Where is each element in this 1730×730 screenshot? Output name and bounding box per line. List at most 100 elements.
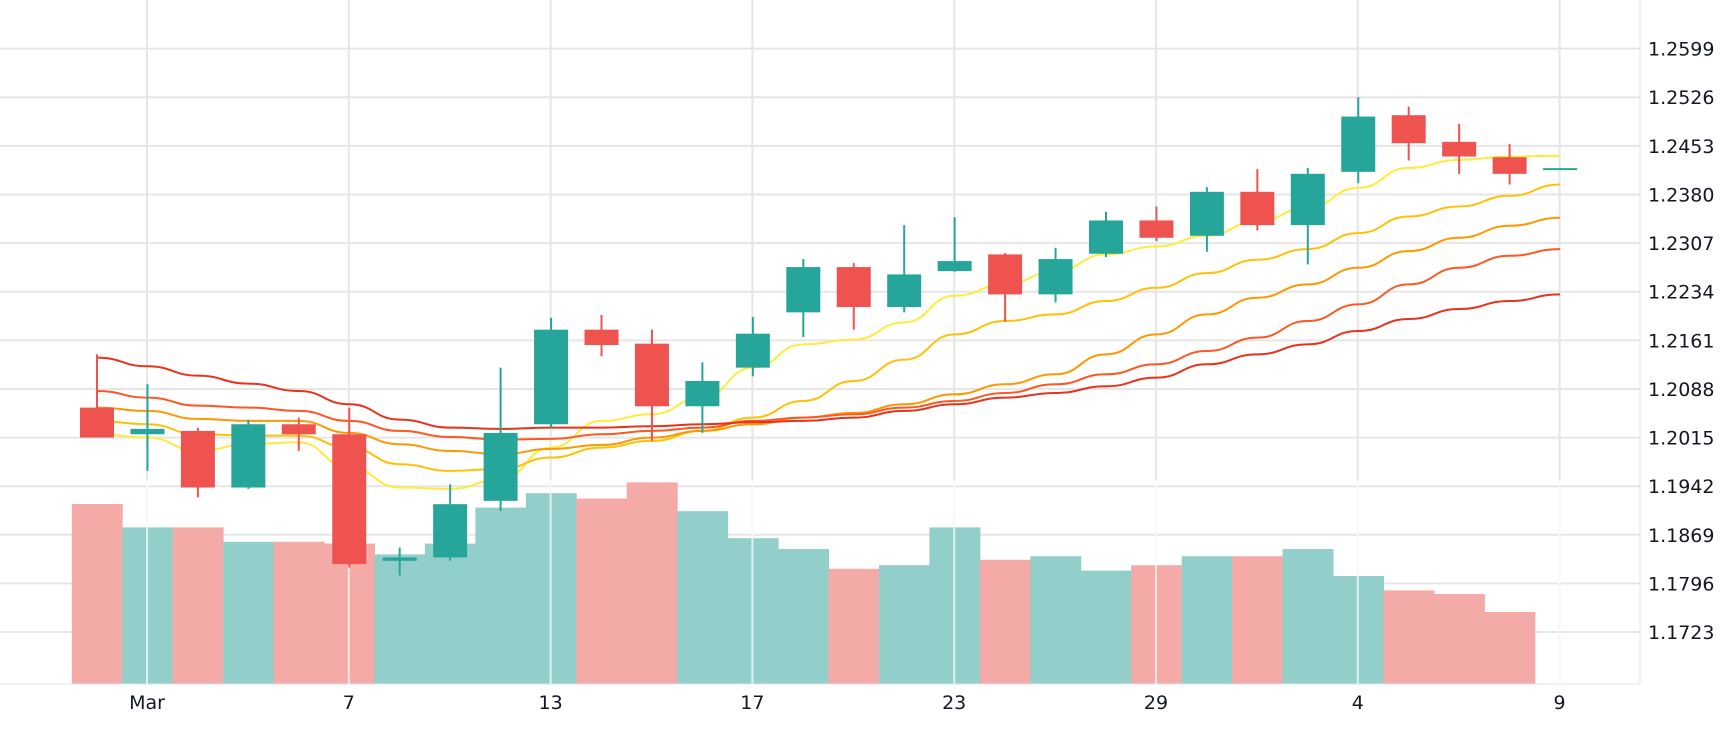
volume-bar xyxy=(273,541,325,684)
candle-body xyxy=(584,329,619,345)
candle xyxy=(534,317,569,428)
candle xyxy=(382,547,417,576)
candle xyxy=(887,225,922,313)
volume-bar xyxy=(828,568,880,684)
candle-body xyxy=(231,424,266,488)
candle-body xyxy=(1290,173,1325,226)
price-tick-label: 1.1942 xyxy=(1648,476,1714,498)
candle-body xyxy=(281,424,316,435)
price-tick-label: 1.2526 xyxy=(1648,87,1714,109)
candle xyxy=(1391,106,1426,161)
price-tick-label: 1.2234 xyxy=(1648,282,1714,304)
candle-body xyxy=(1240,191,1275,226)
candle-body xyxy=(1038,259,1073,295)
candle xyxy=(483,367,518,511)
volume-bar xyxy=(475,507,527,684)
candle-body xyxy=(332,434,367,565)
candle-body xyxy=(836,267,871,308)
candle-body xyxy=(1442,141,1477,157)
time-tick-label: 4 xyxy=(1352,692,1364,714)
candle xyxy=(1290,167,1325,265)
price-tick-label: 1.1796 xyxy=(1648,573,1714,595)
price-tick-label: 1.2307 xyxy=(1648,233,1714,255)
volume-bar xyxy=(1030,556,1082,684)
candle-body xyxy=(1492,157,1527,174)
candle xyxy=(1189,187,1224,252)
candle-body xyxy=(534,329,569,425)
price-tick-label: 1.2161 xyxy=(1648,330,1714,352)
volume-bar xyxy=(1484,612,1536,684)
volume-bar xyxy=(979,559,1031,684)
candle xyxy=(634,329,669,441)
time-tick-label: 17 xyxy=(740,692,764,714)
candle-body xyxy=(1391,115,1426,144)
candle-body xyxy=(483,432,518,501)
candle-body xyxy=(1139,220,1174,238)
time-tick-label: 29 xyxy=(1144,692,1168,714)
price-tick-label: 1.2015 xyxy=(1648,428,1714,450)
candle-body xyxy=(937,261,972,272)
candle-body xyxy=(1341,116,1376,172)
candle-body xyxy=(180,430,215,488)
price-tick-label: 1.1869 xyxy=(1648,525,1714,547)
price-tick-label: 1.1723 xyxy=(1648,622,1714,644)
volume-bar xyxy=(1080,570,1132,684)
candle-body xyxy=(1089,220,1123,254)
price-tick-label: 1.2453 xyxy=(1648,136,1714,158)
candle xyxy=(332,407,367,568)
volume-bar xyxy=(1232,556,1284,684)
candle-body xyxy=(433,504,468,558)
candle-body xyxy=(1189,191,1224,236)
candle xyxy=(786,259,821,338)
volume-bar xyxy=(1181,556,1233,684)
volume-bar xyxy=(374,554,426,684)
volume-bar xyxy=(1383,590,1435,684)
candle-body xyxy=(735,333,770,368)
candle xyxy=(1038,247,1073,303)
time-tick-label: 23 xyxy=(942,692,966,714)
time-axis[interactable]: Mar 7 13 17 23 29 4 9 xyxy=(129,692,1566,714)
time-tick-label: 13 xyxy=(539,692,563,714)
candle xyxy=(180,427,215,498)
candle-body xyxy=(634,343,669,407)
price-tick-label: 1.2380 xyxy=(1648,184,1714,206)
price-tick-label: 1.2599 xyxy=(1648,39,1714,61)
candle xyxy=(130,384,165,471)
candle-body xyxy=(786,267,821,313)
volume-bar xyxy=(223,541,275,684)
candle-body xyxy=(382,557,417,561)
candle-body xyxy=(80,407,114,438)
volume-bars xyxy=(71,482,1536,684)
volume-bar xyxy=(1433,594,1485,684)
candle-body xyxy=(685,380,720,407)
moving-average-line xyxy=(96,293,1561,430)
price-axis[interactable]: 1.2599 1.2526 1.2453 1.2380 1.2307 1.2234 1.21… xyxy=(1648,39,1714,644)
candle xyxy=(1240,169,1275,231)
volume-bar xyxy=(172,527,224,684)
volume-bar xyxy=(878,565,930,684)
candle xyxy=(281,417,316,451)
volume-bar xyxy=(424,543,476,684)
time-tick-label: 7 xyxy=(343,692,355,714)
volume-bar xyxy=(1282,549,1334,684)
candle xyxy=(1089,211,1123,258)
price-tick-label: 1.2088 xyxy=(1648,379,1714,401)
candle-body xyxy=(988,254,1023,295)
candle xyxy=(836,263,871,330)
volume-bar xyxy=(576,498,628,684)
candle xyxy=(937,217,972,272)
candle xyxy=(735,317,770,377)
volume-bar xyxy=(626,482,678,684)
volume-bar xyxy=(677,511,729,684)
candle xyxy=(685,362,720,433)
candle xyxy=(1139,206,1174,242)
candle-body xyxy=(887,274,922,308)
candles xyxy=(80,97,1578,576)
candle xyxy=(433,484,468,561)
candle xyxy=(231,419,266,489)
candle xyxy=(1492,143,1527,185)
candle xyxy=(1442,123,1477,174)
candle-body xyxy=(130,428,165,435)
volume-bar xyxy=(71,504,123,684)
